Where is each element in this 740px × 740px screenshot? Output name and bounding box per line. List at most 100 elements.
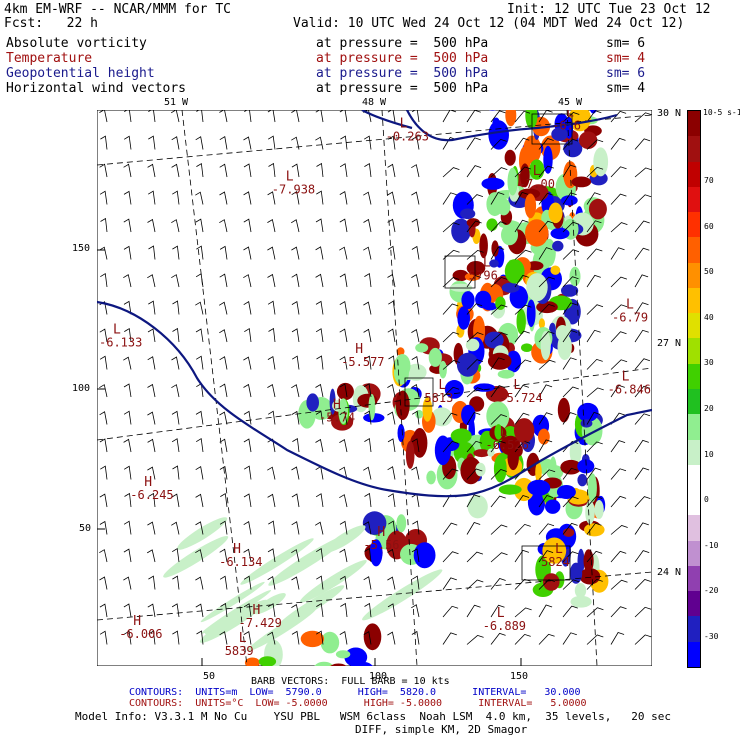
extremum-kind: L	[555, 542, 563, 557]
vorticity-cell	[504, 149, 516, 166]
wind-barb	[243, 191, 252, 205]
wind-barb	[123, 245, 132, 260]
wind-barb	[538, 276, 556, 288]
wind-barb	[387, 191, 396, 205]
vorticity-cell	[523, 135, 542, 164]
vorticity-cell	[587, 473, 597, 503]
wind-barb	[562, 112, 580, 123]
wind-barb	[610, 222, 628, 233]
wind-barb	[291, 549, 300, 563]
vorticity-cell	[578, 131, 598, 149]
wind-barb	[268, 520, 276, 535]
wind-barb	[586, 329, 601, 343]
wind-barb	[634, 496, 651, 508]
wind-barb	[339, 190, 348, 205]
wind-barb	[339, 163, 348, 178]
wind-barb	[562, 192, 577, 205]
wind-barb	[339, 328, 348, 343]
extremum-value: -6.889	[483, 619, 526, 633]
vorticity-cell	[330, 663, 347, 666]
wind-barb	[148, 245, 156, 260]
wind-barb	[219, 465, 228, 480]
wind-barb	[634, 138, 651, 150]
wind-barb	[123, 135, 132, 150]
vorticity-cell	[460, 456, 482, 485]
wind-barb	[634, 439, 649, 453]
wind-barb	[562, 330, 578, 343]
wind-barb	[538, 359, 556, 370]
vorticity-cell	[556, 485, 576, 499]
field-pressure-vorticity: at pressure = 500 hPa	[316, 36, 489, 51]
wind-barb	[123, 410, 132, 425]
vorticity-cell	[594, 500, 604, 519]
wind-barb	[562, 412, 577, 425]
wind-barb	[291, 576, 300, 590]
field-sm-wind: sm= 4	[606, 81, 646, 96]
vorticity-cell	[450, 428, 472, 444]
extremum-kind: H	[233, 542, 241, 557]
box-annotations	[404, 113, 573, 581]
wind-barb	[147, 603, 156, 618]
wind-barb	[267, 548, 276, 563]
wind-barb	[172, 300, 180, 315]
vorticity-cell	[501, 282, 520, 293]
vorticity-cell	[244, 657, 260, 666]
vorticity-cell	[569, 439, 582, 465]
wind-barb	[147, 466, 156, 480]
wind-barb	[364, 355, 372, 370]
wind-barb	[99, 603, 108, 618]
vorticity-cell	[456, 352, 479, 377]
extremum-kind: L	[626, 297, 634, 312]
vorticity-cell	[493, 454, 507, 483]
wind-barb	[586, 607, 604, 618]
vorticity-cell	[488, 110, 497, 111]
wind-barb	[466, 194, 484, 205]
wind-barb	[610, 247, 625, 260]
wind-barb	[466, 332, 484, 343]
wind-barb	[267, 383, 276, 398]
wind-barb	[195, 301, 204, 315]
extremum-kind: H	[333, 397, 341, 412]
wind-barb	[195, 355, 204, 370]
wind-barb	[267, 110, 276, 123]
vorticity-cell	[405, 363, 427, 381]
vorticity-cell	[588, 198, 607, 220]
wind-barb	[538, 192, 554, 205]
vorticity-cell	[465, 338, 480, 352]
extremum-value: -6.526	[486, 438, 529, 452]
wind-barb	[315, 246, 324, 260]
wind-barb	[219, 329, 228, 343]
colorbar-tick-label: 0	[704, 495, 709, 505]
wind-barb	[172, 327, 180, 343]
wind-barb	[490, 552, 508, 563]
height-contours	[97, 110, 652, 498]
wind-barb	[147, 438, 156, 453]
wind-barb	[291, 136, 300, 150]
wind-barb	[267, 603, 276, 618]
wind-barb	[466, 551, 484, 563]
extremum-value: 5824	[541, 555, 570, 569]
extremum-value: -6.133	[99, 335, 142, 349]
colorbar-swatch	[688, 212, 700, 238]
wind-barb	[634, 579, 651, 590]
wind-barb	[634, 467, 650, 480]
wind-barb	[100, 217, 108, 233]
wind-barb	[411, 273, 420, 288]
vorticity-cell	[525, 110, 538, 129]
wind-barb	[514, 412, 530, 425]
wind-barb	[514, 549, 530, 563]
wind-barb	[315, 383, 324, 398]
wind-barb	[364, 272, 372, 288]
wind-barb	[364, 602, 372, 618]
colorbar-swatch	[688, 641, 700, 668]
field-pressure-height: at pressure = 500 hPa	[316, 66, 489, 81]
model-info-physics: DIFF, simple KM, 2D Smagor	[355, 723, 528, 736]
wind-barb	[562, 138, 579, 150]
wind-barb	[99, 328, 108, 343]
wind-barb	[339, 110, 348, 123]
wind-barb	[243, 136, 252, 150]
wind-barb	[147, 190, 156, 205]
extremum-value: -6.79	[612, 310, 648, 324]
extremum-value: -5.577	[341, 355, 384, 369]
vorticity-cell	[584, 523, 605, 537]
